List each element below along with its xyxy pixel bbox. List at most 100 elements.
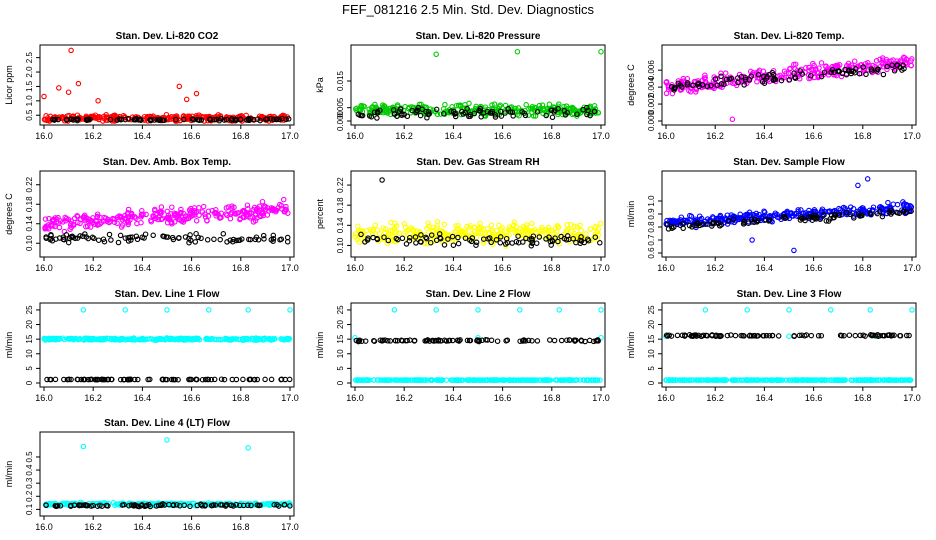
data-point xyxy=(866,377,872,383)
data-point xyxy=(907,377,914,383)
data-point xyxy=(592,223,599,230)
data-point xyxy=(725,218,732,224)
y-tick-label: 15 xyxy=(647,334,656,343)
data-point xyxy=(268,376,275,383)
data-point xyxy=(543,112,549,119)
data-point xyxy=(259,198,266,205)
data-point xyxy=(573,337,579,343)
data-point xyxy=(482,104,489,110)
y-tick-label: 0.2 xyxy=(25,490,34,502)
data-point xyxy=(748,333,755,339)
data-point xyxy=(61,336,68,343)
data-point xyxy=(229,203,235,209)
data-point xyxy=(759,79,766,85)
data-point xyxy=(791,247,797,254)
data-point xyxy=(383,108,390,114)
x-tick-label: 16.0 xyxy=(35,263,53,273)
data-point xyxy=(591,108,598,115)
y-axis-label: ml/min xyxy=(626,332,636,359)
data-point xyxy=(118,116,124,123)
data-point xyxy=(863,71,869,78)
data-point xyxy=(781,213,788,220)
data-point xyxy=(554,377,561,383)
data-point xyxy=(245,307,251,313)
data-point xyxy=(196,212,202,219)
data-point xyxy=(506,232,512,238)
data-point xyxy=(552,377,559,383)
data-point xyxy=(430,107,436,113)
data-point xyxy=(860,64,866,70)
data-point xyxy=(248,502,254,509)
data-point xyxy=(98,336,105,343)
data-point xyxy=(781,74,787,81)
data-point xyxy=(244,202,251,208)
data-point xyxy=(88,335,94,342)
data-point xyxy=(163,215,170,221)
data-point xyxy=(114,214,121,221)
data-point xyxy=(381,234,387,240)
data-point xyxy=(821,69,828,75)
data-point xyxy=(424,240,431,247)
data-point xyxy=(500,377,507,383)
data-point xyxy=(114,220,120,227)
x-tick-label: 16.8 xyxy=(543,393,561,403)
data-point xyxy=(787,65,793,72)
data-point xyxy=(88,217,95,224)
data-point xyxy=(712,377,719,383)
data-point xyxy=(722,70,729,76)
data-point xyxy=(574,111,580,118)
y-tick-label: 0.5 xyxy=(25,109,34,121)
data-point xyxy=(267,116,274,122)
data-point xyxy=(901,208,907,214)
y-tick-label: 15 xyxy=(336,334,345,343)
data-point xyxy=(473,242,479,248)
data-point xyxy=(251,116,257,123)
data-point xyxy=(253,336,259,343)
data-point xyxy=(159,117,166,124)
data-point xyxy=(352,334,358,341)
data-point xyxy=(355,377,361,383)
data-point xyxy=(283,203,289,210)
data-point xyxy=(583,231,589,237)
data-point xyxy=(556,307,562,313)
data-point xyxy=(125,115,132,122)
data-point xyxy=(523,102,529,108)
y-tick-label: 10 xyxy=(336,349,345,358)
data-point xyxy=(117,376,124,383)
data-point xyxy=(410,105,416,111)
data-points xyxy=(41,307,293,383)
data-point xyxy=(187,237,194,244)
data-point xyxy=(783,377,789,383)
y-tick-label: 0.18 xyxy=(336,197,345,213)
data-point xyxy=(157,208,164,215)
data-point xyxy=(808,332,815,339)
data-point xyxy=(813,377,820,383)
data-point xyxy=(42,226,48,232)
data-point xyxy=(593,338,599,344)
data-point xyxy=(391,377,398,383)
data-point xyxy=(837,332,844,339)
data-point xyxy=(684,80,691,86)
data-point xyxy=(462,109,468,116)
data-point xyxy=(365,235,371,241)
data-point xyxy=(790,213,796,219)
data-point xyxy=(832,377,838,383)
data-point xyxy=(74,116,81,123)
data-point xyxy=(729,215,735,221)
data-point xyxy=(41,93,47,100)
data-point xyxy=(821,212,827,218)
data-point xyxy=(679,84,685,90)
data-point xyxy=(842,377,848,383)
x-tick-label: 16.0 xyxy=(657,393,675,403)
data-point xyxy=(860,332,866,339)
data-point xyxy=(811,62,817,69)
data-point xyxy=(512,105,519,112)
data-point xyxy=(454,337,461,344)
data-point xyxy=(906,332,912,339)
data-point xyxy=(690,332,697,339)
data-point xyxy=(880,57,886,63)
y-tick-label: 0.3 xyxy=(25,477,34,489)
y-tick-label: 5 xyxy=(336,366,345,371)
data-point xyxy=(879,55,886,61)
data-point xyxy=(546,101,553,108)
